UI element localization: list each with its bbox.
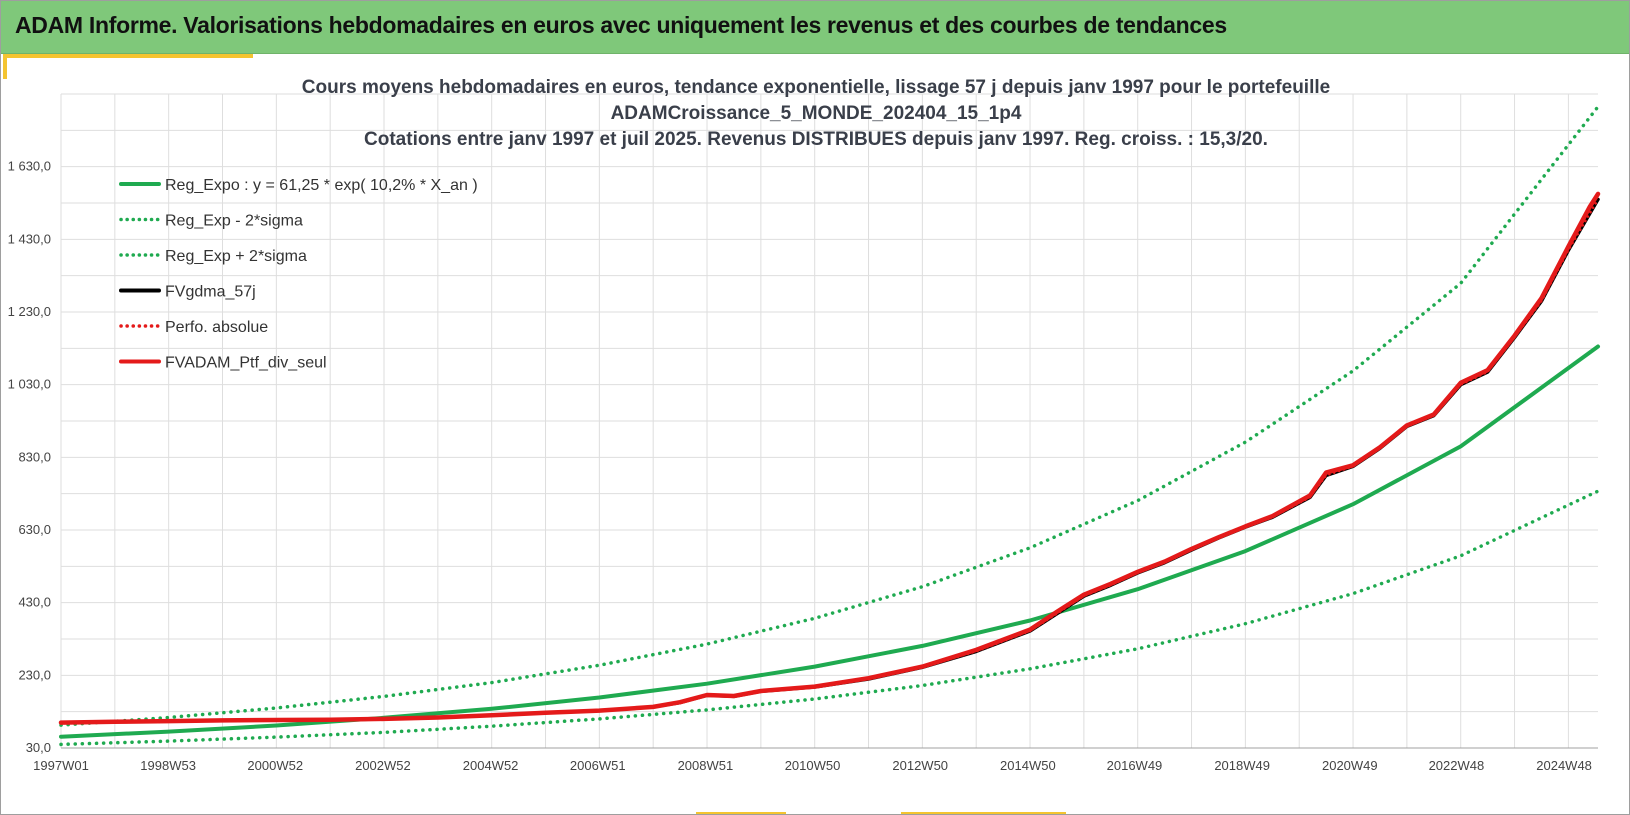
y-axis-ticks: 30,0 230,0 430,0 630,0 830,0 1 030,0 1 230,0 1 … (8, 159, 51, 755)
series-line (59, 344, 1600, 739)
y-tick-label: 230,0 (18, 667, 51, 682)
legend-label: FVgdma_57j (165, 284, 256, 301)
accent-bar-bottom-right (901, 812, 1066, 814)
x-tick-label: 2010W50 (785, 758, 841, 773)
page-title: ADAM Informe. Valorisations hebdomadaire… (15, 12, 1227, 38)
y-tick-label: 1 430,0 (8, 231, 51, 246)
legend-label: Reg_Expo : y = 61,25 * exp( 10,2% * X_an… (165, 177, 478, 194)
x-tick-label: 2006W51 (570, 758, 626, 773)
y-tick-label: 30,0 (26, 740, 51, 755)
legend-label: Reg_Exp - 2*sigma (165, 213, 303, 230)
x-tick-label: 2020W49 (1322, 758, 1378, 773)
chart-title-line-1: Cours moyens hebdomadaires en euros, ten… (302, 77, 1330, 98)
legend-label: FVADAM_Ptf_div_seul (165, 355, 327, 372)
chart-legend: Reg_Expo : y = 61,25 * exp( 10,2% * X_an… (119, 177, 478, 372)
y-tick-label: 830,0 (18, 449, 51, 464)
x-tick-label: 1997W01 (33, 758, 89, 773)
series-line (59, 197, 1600, 725)
legend-label: Reg_Exp + 2*sigma (165, 248, 307, 265)
x-tick-label: 2024W48 (1536, 758, 1592, 773)
x-tick-label: 2018W49 (1214, 758, 1270, 773)
accent-bar-left (3, 54, 7, 79)
y-tick-label: 1 630,0 (8, 159, 51, 174)
x-tick-label: 1998W53 (140, 758, 196, 773)
x-tick-label: 2014W50 (1000, 758, 1056, 773)
chart-title-line-2: ADAMCroissance_5_MONDE_202404_15_1p4 (611, 103, 1022, 124)
y-tick-label: 1 030,0 (8, 377, 51, 392)
accent-bar-top-left (3, 54, 253, 58)
x-tick-label: 2008W51 (678, 758, 734, 773)
chart-title-line-3: Cotations entre janv 1997 et juil 2025. … (364, 129, 1268, 150)
chart-series (58, 104, 1601, 747)
header-banner: ADAM Informe. Valorisations hebdomadaire… (1, 1, 1629, 54)
x-tick-label: 2022W48 (1429, 758, 1485, 773)
accent-bar-bottom-mid (696, 812, 786, 814)
series-line (59, 104, 1600, 727)
legend-label: Perfo. absolue (165, 319, 268, 336)
chart-title: Cours moyens hebdomadaires en euros, ten… (302, 77, 1330, 150)
x-tick-label: 2016W49 (1107, 758, 1163, 773)
series-line (58, 191, 1601, 725)
chart-grid (60, 93, 1598, 749)
x-tick-label: 2012W50 (892, 758, 948, 773)
y-tick-label: 630,0 (18, 522, 51, 537)
series-line (59, 489, 1600, 747)
x-axis-ticks: 1997W01 1998W53 2000W52 2002W52 2004W52 2006W… (33, 758, 1592, 773)
line-chart: Cours moyens hebdomadaires en euros, ten… (8, 77, 1601, 773)
x-tick-label: 2004W52 (463, 758, 519, 773)
y-tick-label: 430,0 (18, 595, 51, 610)
x-tick-label: 2002W52 (355, 758, 411, 773)
series-line (59, 198, 1600, 724)
x-tick-label: 2000W52 (247, 758, 303, 773)
y-tick-label: 1 230,0 (8, 304, 51, 319)
